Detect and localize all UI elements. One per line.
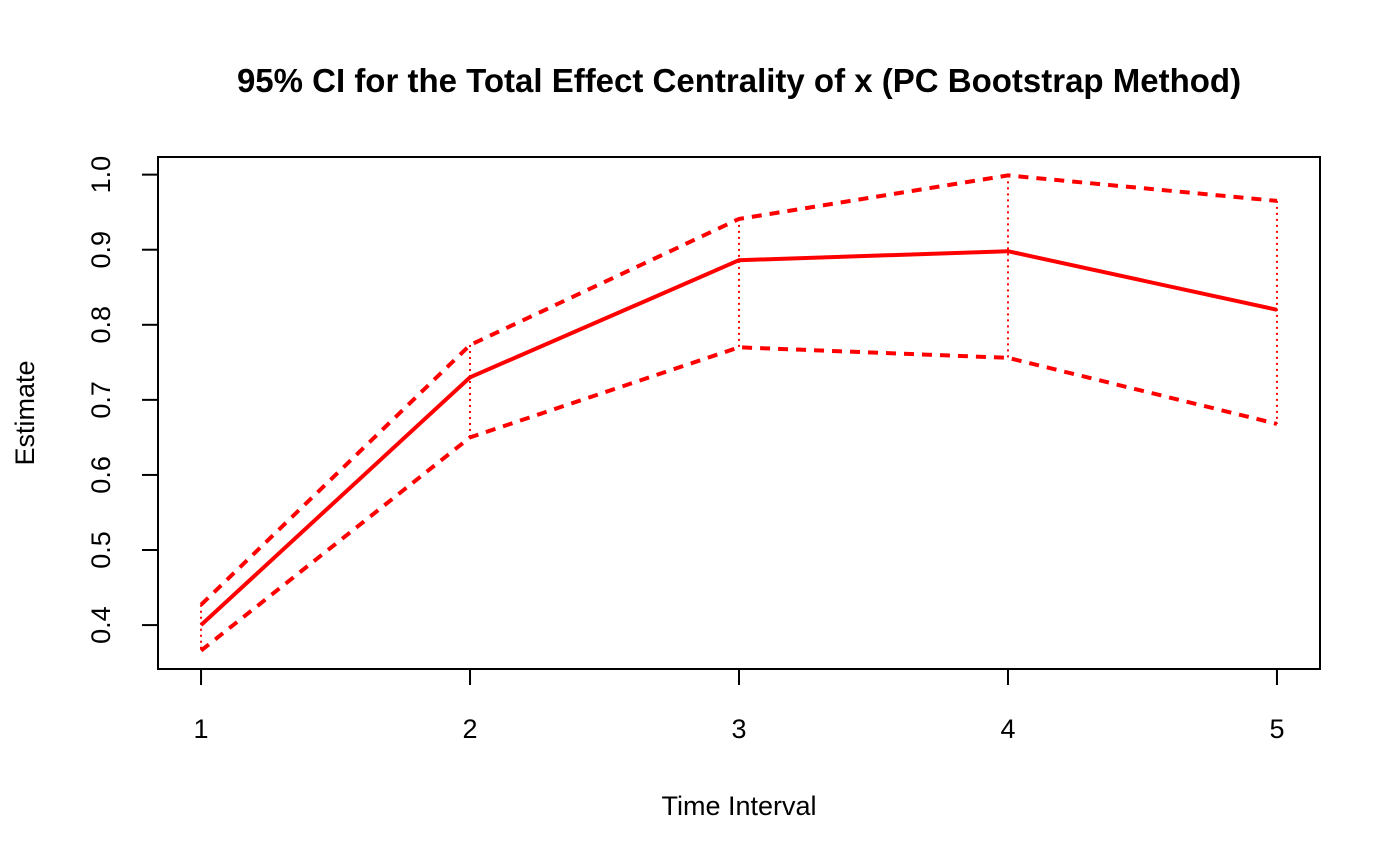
x-tick-label: 1 [194, 714, 209, 744]
x-tick-label: 2 [463, 714, 478, 744]
x-axis-label: Time Interval [661, 791, 816, 821]
x-tick-label: 4 [1000, 714, 1015, 744]
plot-frame [157, 156, 1321, 670]
y-axis-label: Estimate [10, 360, 40, 465]
y-tick-label: 1.0 [86, 156, 116, 194]
estimate-line [199, 249, 1278, 627]
x-tick-label: 5 [1269, 714, 1284, 744]
lower-ci-line [199, 345, 1278, 653]
x-tick-label: 3 [731, 714, 746, 744]
y-tick-label: 0.5 [86, 531, 116, 569]
y-tick-label: 0.6 [86, 456, 116, 494]
y-tick-label: 0.7 [86, 381, 116, 419]
upper-ci-line [199, 173, 1278, 607]
y-tick-label: 0.9 [86, 231, 116, 269]
y-axis: 0.4 0.5 0.6 0.7 0.8 0.9 1.0 [86, 156, 159, 644]
plot-area [199, 173, 1278, 653]
y-tick-label: 0.8 [86, 306, 116, 344]
y-tick-label: 0.4 [86, 606, 116, 644]
chart-title: 95% CI for the Total Effect Centrality o… [237, 62, 1241, 99]
x-axis: 1 2 3 4 5 [194, 668, 1284, 744]
